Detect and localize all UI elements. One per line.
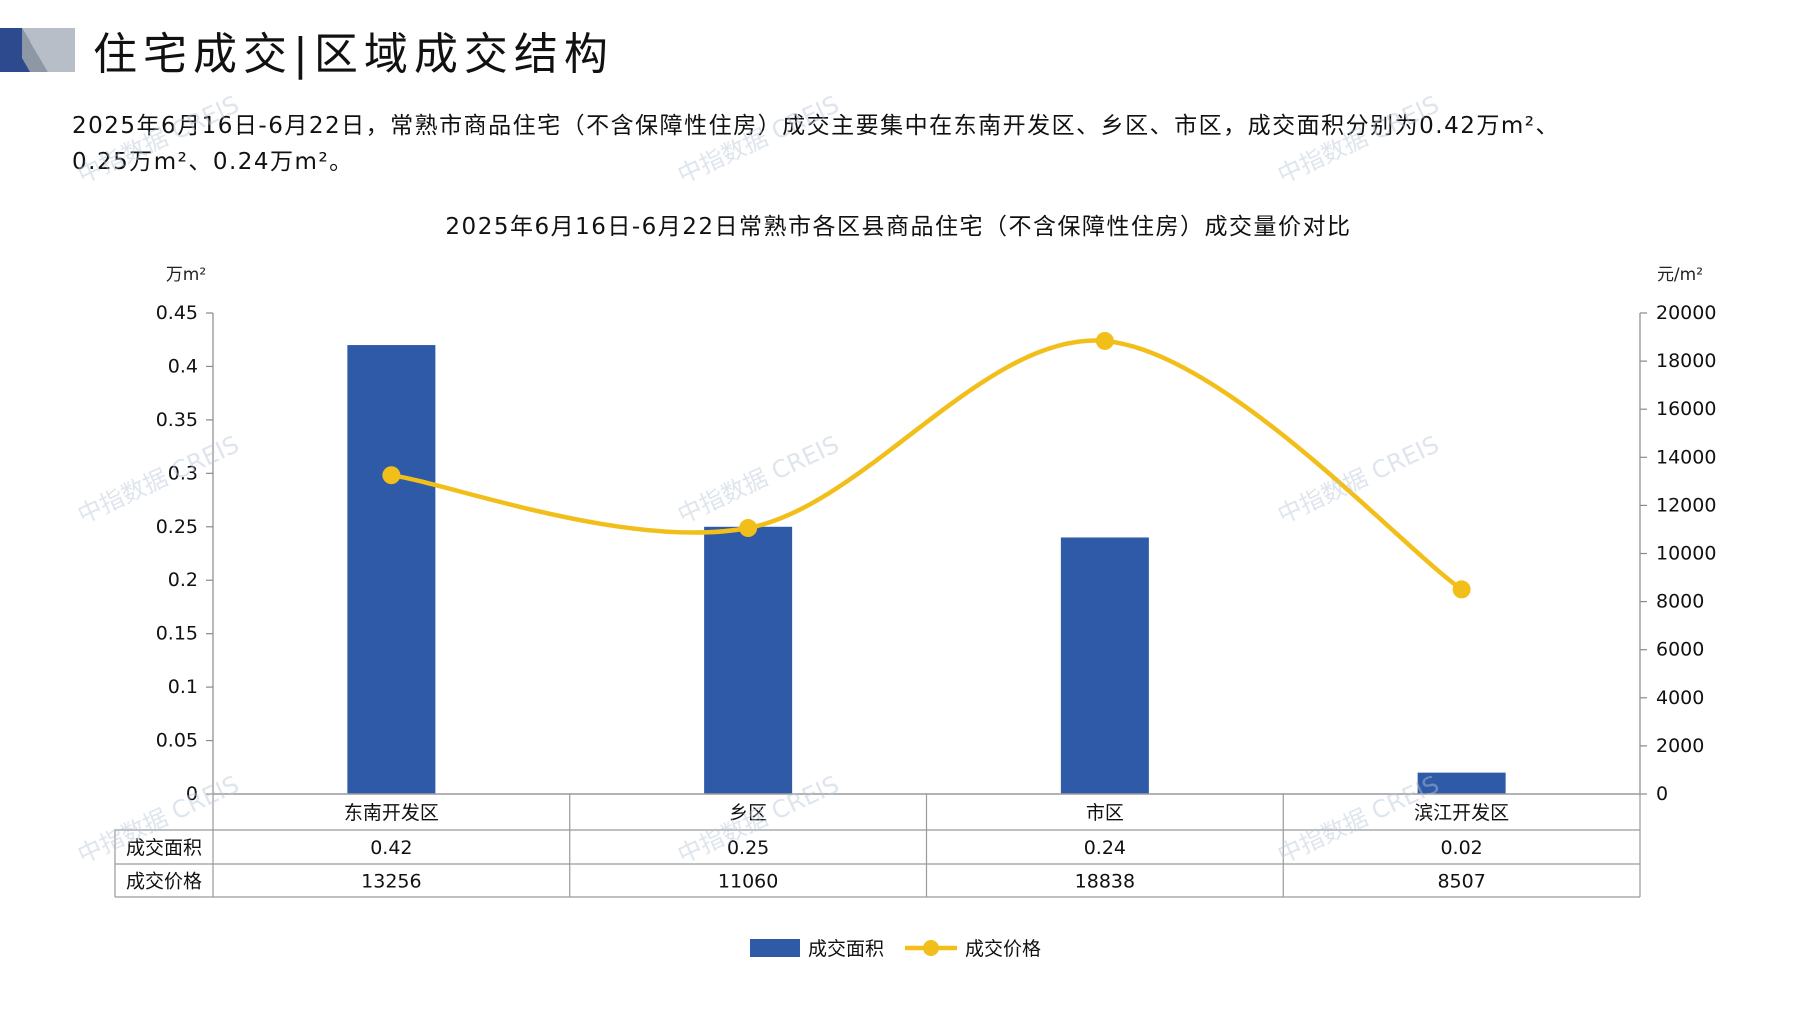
- bar-成交面积: [347, 345, 436, 794]
- table-cell: 18838: [1075, 871, 1135, 893]
- right-axis-tick-label: 18000: [1656, 350, 1716, 372]
- left-axis-tick-label: 0: [186, 783, 198, 805]
- right-axis-tick-label: 8000: [1656, 591, 1704, 613]
- line-point-成交价格: [739, 519, 758, 538]
- chart-title: 2025年6月16日-6月22日常熟市各区县商品住宅（不含保障性住房）成交量价对…: [445, 214, 1352, 240]
- page-title: 住宅成交|区域成交结构: [93, 29, 614, 80]
- table-cell: 0.25: [727, 837, 769, 859]
- header-decoration-icon: [0, 28, 75, 72]
- right-axis-tick-label: 12000: [1656, 494, 1716, 516]
- table-row-label: 成交价格: [126, 871, 202, 893]
- left-axis-tick-label: 0.25: [156, 516, 198, 538]
- table-row-label: 成交面积: [126, 837, 202, 859]
- summary-line-1: 2025年6月16日-6月22日，常熟市商品住宅（不含保障性住房）成交主要集中在…: [72, 113, 1560, 139]
- table-cell: 0.42: [370, 837, 412, 859]
- left-axis-tick-label: 0.1: [168, 676, 198, 698]
- summary-line-2: 0.25万m²、0.24万m²。: [72, 149, 354, 175]
- right-axis-tick-label: 2000: [1656, 735, 1704, 757]
- legend-swatch-point: [923, 940, 939, 956]
- line-point-成交价格: [382, 466, 401, 485]
- right-axis-tick-label: 20000: [1656, 302, 1716, 324]
- bar-成交面积: [704, 526, 793, 794]
- legend-label-line: 成交价格: [965, 938, 1041, 960]
- left-axis-unit: 万m²: [166, 265, 206, 285]
- right-axis-tick-label: 10000: [1656, 543, 1716, 565]
- right-axis-tick-label: 14000: [1656, 446, 1716, 468]
- right-axis-tick-label: 16000: [1656, 398, 1716, 420]
- left-axis-tick-label: 0.3: [168, 462, 198, 484]
- line-series-成交价格: [391, 338, 1463, 592]
- legend-swatch-bar: [750, 939, 800, 957]
- line-point-成交价格: [1452, 580, 1471, 599]
- category-label: 东南开发区: [344, 802, 439, 824]
- table-cell: 0.02: [1440, 837, 1482, 859]
- table-cell: 0.24: [1084, 837, 1126, 859]
- left-axis-tick-label: 0.45: [156, 302, 198, 324]
- bar-成交面积: [1060, 537, 1149, 794]
- left-axis-tick-label: 0.05: [156, 730, 198, 752]
- summary-text: 2025年6月16日-6月22日，常熟市商品住宅（不含保障性住房）成交主要集中在…: [72, 108, 1712, 180]
- right-axis-unit: 元/m²: [1657, 265, 1703, 285]
- left-axis-tick-label: 0.15: [156, 623, 198, 645]
- line-point-成交价格: [1095, 331, 1114, 350]
- table-cell: 13256: [361, 871, 421, 893]
- table-cell: 11060: [718, 871, 778, 893]
- right-axis-tick-label: 4000: [1656, 687, 1704, 709]
- bar-成交面积: [1417, 772, 1506, 794]
- category-label: 乡区: [729, 802, 767, 824]
- table-cell: 8507: [1437, 871, 1485, 893]
- right-axis-tick-label: 6000: [1656, 639, 1704, 661]
- left-axis-tick-label: 0.4: [168, 355, 198, 377]
- left-axis-tick-label: 0.2: [168, 569, 198, 591]
- right-axis-tick-label: 0: [1656, 783, 1668, 805]
- left-axis-tick-label: 0.35: [156, 409, 198, 431]
- category-label: 滨江开发区: [1414, 802, 1509, 824]
- legend-label-bar: 成交面积: [808, 938, 884, 960]
- category-label: 市区: [1086, 802, 1124, 824]
